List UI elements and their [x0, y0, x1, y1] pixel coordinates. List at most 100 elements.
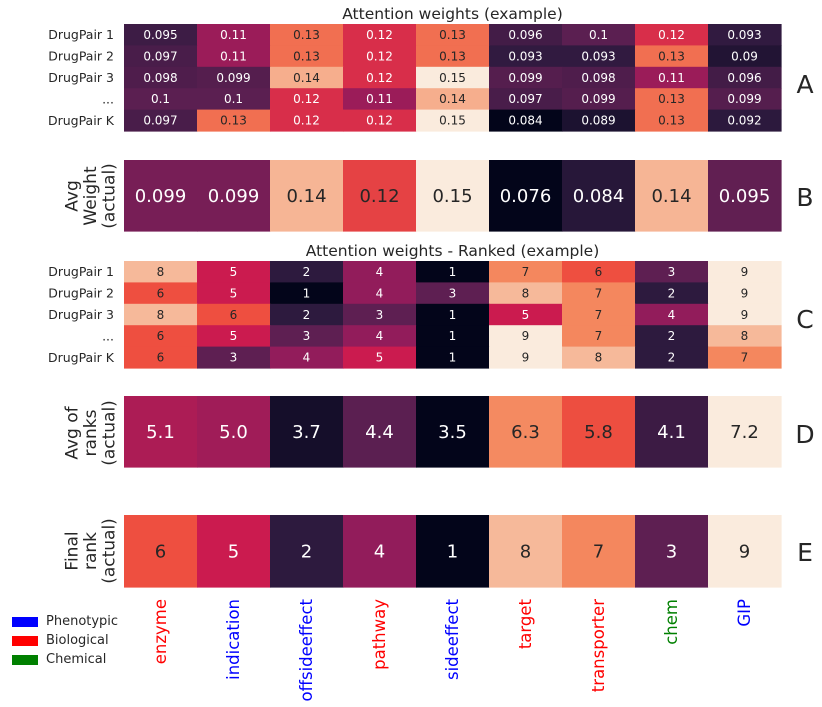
cell-label: 5: [376, 351, 384, 365]
y-axis-label-line: (actual): [100, 400, 120, 466]
heatmap-cell: [489, 88, 563, 111]
cell-label: 5: [230, 286, 238, 300]
cell-label: 3: [666, 541, 677, 562]
heatmap-panel-b: 0.099 0.099 0.14 0.12 0.15 0.076 0.084 0.14 0.09…: [63, 160, 814, 232]
heatmap-cell: [270, 160, 344, 232]
heatmap-cell: [489, 346, 563, 369]
heatmap-cell: [197, 24, 271, 46]
heatmap-cell: [562, 303, 636, 326]
heatmap-cell: [562, 109, 636, 132]
heatmap-cell: [489, 261, 563, 283]
heatmap-cell: [197, 261, 271, 283]
heatmap-cell: [124, 325, 198, 348]
x-tick-label: offsideeffect: [297, 598, 316, 701]
cell-label: 0.15: [439, 114, 466, 128]
heatmap-cell: [489, 282, 563, 305]
cell-label: 9: [522, 329, 530, 343]
heatmap-cell: [270, 261, 344, 283]
cell-label: 1: [447, 541, 458, 562]
heatmap-cell: [416, 346, 490, 369]
cell-label: 7: [522, 265, 530, 279]
heatmap-cell: [708, 515, 782, 588]
heatmap-cell: [562, 515, 636, 588]
heatmap-cell: [708, 45, 782, 68]
heatmap-cell: [124, 66, 198, 89]
heatmap-cell: [343, 261, 417, 283]
heatmap-cell: [343, 396, 417, 468]
heatmap-cell: [124, 24, 198, 46]
heatmap-cell: [562, 396, 636, 468]
legend-item-chemical: Chemical: [12, 650, 118, 669]
cell-label: 0.098: [143, 71, 177, 85]
cell-label: 0.097: [143, 49, 177, 63]
cell-label: 1: [449, 329, 457, 343]
cell-label: 0.1: [224, 92, 243, 106]
heatmap-cell: [416, 88, 490, 111]
cell-label: 3: [230, 351, 238, 365]
cell-label: 3.7: [292, 422, 321, 443]
heatmap-cell: [562, 346, 636, 369]
cell-label: 0.13: [293, 49, 320, 63]
heatmap-cell: [635, 325, 709, 348]
cell-label: 0.097: [508, 92, 542, 106]
heatmap-cell: [562, 261, 636, 283]
heatmap-cell: [343, 303, 417, 326]
heatmap-cell: [708, 88, 782, 111]
heatmap-cell: [197, 396, 271, 468]
x-tick-label: indication: [224, 599, 243, 680]
x-tick-label: chem: [662, 599, 681, 645]
heatmap-cell: [708, 261, 782, 283]
heatmap-cell: [416, 515, 490, 588]
cell-label: 9: [741, 286, 749, 300]
y-axis-label-line: (actual): [100, 163, 120, 229]
row-label: ...: [102, 91, 114, 106]
heatmap-cell: [708, 160, 782, 232]
cell-label: 7: [593, 541, 604, 562]
cell-label: 0.13: [220, 114, 247, 128]
cell-label: 3: [376, 308, 384, 322]
heatmap-cell: [197, 515, 271, 588]
heatmap-cell: [562, 282, 636, 305]
heatmap-cell: [197, 66, 271, 89]
cell-label: 3: [449, 286, 457, 300]
heatmap-cell: [416, 303, 490, 326]
cell-label: 0.13: [658, 92, 685, 106]
heatmap-cell: [635, 261, 709, 283]
cell-label: 0.12: [293, 114, 320, 128]
y-axis-label-line: Final: [63, 531, 83, 570]
heatmap-cell: [343, 24, 417, 46]
cell-label: 0.096: [727, 71, 761, 85]
cell-label: 0.14: [286, 186, 326, 207]
heatmap-panel-a: 0.095 0.11 0.13 0.12 0.13 0.096 0.1 0.12 0.093 Dr…: [48, 5, 814, 132]
cell-label: 0.13: [658, 49, 685, 63]
heatmap-cell: [635, 515, 709, 588]
cell-label: 0.09: [731, 49, 758, 63]
panel-title: Attention weights (example): [342, 5, 563, 23]
cell-label: 5: [230, 329, 238, 343]
legend-swatch-biological: [12, 635, 38, 646]
cell-label: 2: [303, 308, 311, 322]
heatmap-cell: [562, 66, 636, 89]
cell-label: 6: [595, 265, 603, 279]
heatmap-cell: [343, 282, 417, 305]
heatmap-cell: [270, 396, 344, 468]
cell-label: 0.15: [432, 186, 472, 207]
heatmap-cell: [489, 160, 563, 232]
cell-label: 8: [741, 329, 749, 343]
row-label: DrugPair 1: [48, 27, 114, 42]
cell-label: 6: [157, 329, 165, 343]
heatmap-cell: [270, 515, 344, 588]
cell-label: 0.093: [727, 28, 761, 42]
heatmap-cell: [416, 160, 490, 232]
cell-label: 0.11: [366, 92, 393, 106]
cell-label: 4: [303, 351, 311, 365]
x-tick-label: target: [516, 598, 535, 649]
cell-label: 0.14: [651, 186, 691, 207]
panel-letter: D: [795, 420, 814, 449]
heatmap-cell: [197, 303, 271, 326]
cell-label: 5.8: [584, 422, 613, 443]
heatmap-cell: [562, 325, 636, 348]
y-axis-label-line: Avg of: [63, 405, 83, 459]
heatmap-cell: [635, 160, 709, 232]
